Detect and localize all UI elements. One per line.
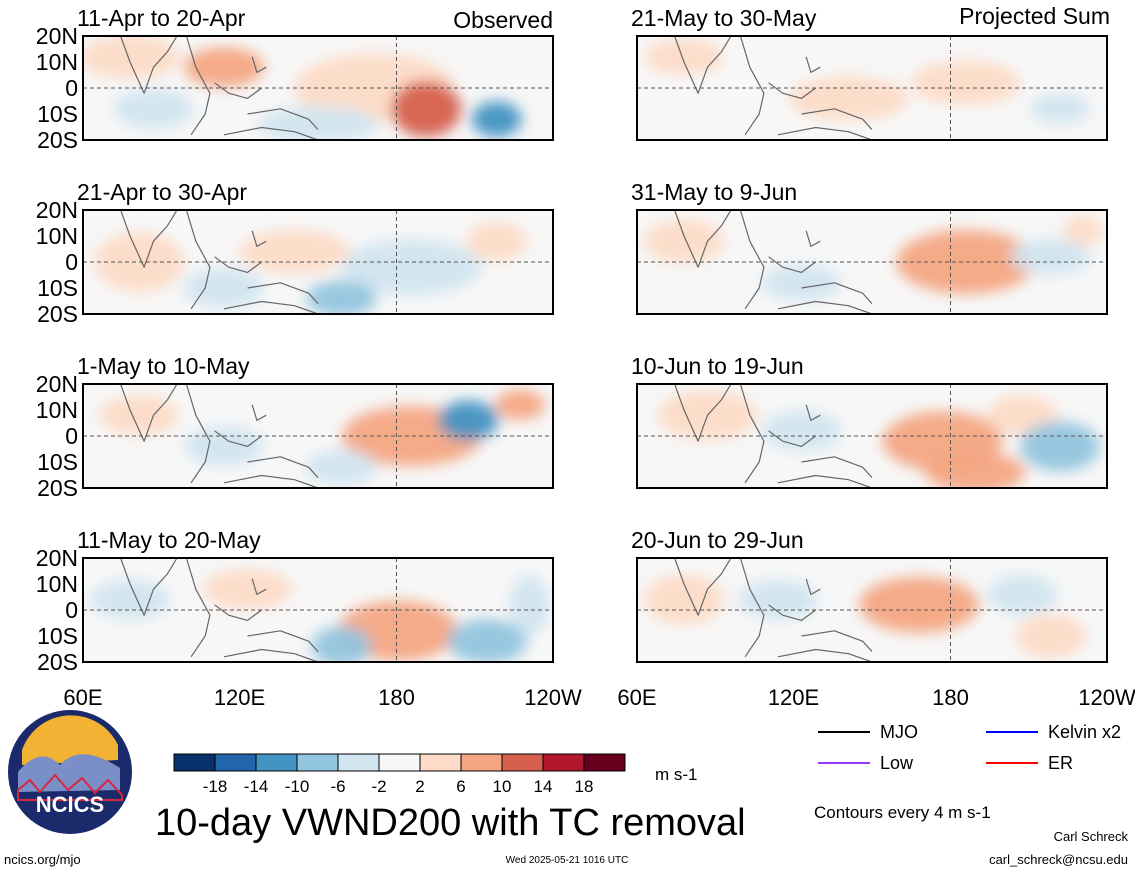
panel-title: 31-May to 9-Jun [631,179,797,205]
colorbar-label: -14 [244,777,269,796]
colorbar-label: 10 [493,777,512,796]
panel-7 [636,383,1108,489]
colorbar-label: 14 [534,777,553,796]
projected-label: Projected Sum [959,3,1110,29]
panel-title: 1-May to 10-May [77,353,250,379]
colorbar-units: m s-1 [655,765,698,784]
colorbar-swatch [419,753,462,772]
ncics-logo: NCICS [8,710,132,834]
colorbar-swatch [542,753,585,772]
legend-label: ER [1048,753,1073,773]
lat-tick-label: 20S [37,301,78,327]
colorbar-label: 18 [575,777,594,796]
panel-title: 10-Jun to 19-Jun [631,353,804,379]
panel-5 [636,35,1108,141]
colorbar-swatch [337,753,380,772]
panel-8 [636,557,1108,663]
lat-tick-label: 20N [36,545,78,571]
colorbar-swatch [255,753,298,772]
lat-tick-label: 10S [37,623,78,649]
colorbar-label: 2 [415,777,424,796]
panel-2 [82,209,554,315]
legend-label: MJO [880,722,918,742]
lat-tick-label: 0 [65,249,78,275]
logo-text: NCICS [36,792,104,817]
lat-tick-label: 20S [37,649,78,675]
footer-author: Carl Schreck [1054,829,1129,844]
footer-timestamp: Wed 2025-05-21 1016 UTC [506,855,629,866]
footer-email: carl_schreck@ncsu.edu [989,852,1128,867]
footer-site: ncics.org/mjo [4,852,81,867]
lon-tick-label: 120E [214,685,265,710]
lat-tick-label: 20S [37,475,78,501]
panel-4 [82,557,554,663]
lon-tick-label: 120W [1078,685,1135,710]
panel-title: 21-Apr to 30-Apr [77,179,247,205]
panel-title: 20-Jun to 29-Jun [631,527,804,553]
lat-tick-label: 0 [65,75,78,101]
figure-title: 10-day VWND200 with TC removal [155,802,746,844]
lon-tick-label: 180 [378,685,415,710]
colorbar-swatch [460,753,503,772]
panel-title: 11-Apr to 20-Apr [77,5,246,31]
lon-tick-label: 60E [63,685,102,710]
observed-label: Observed [453,7,553,33]
lon-tick-label: 120W [524,685,582,710]
lon-tick-label: 120E [768,685,819,710]
colorbar-swatch [501,753,544,772]
lat-tick-label: 10S [37,275,78,301]
colorbar-label: 6 [456,777,465,796]
lat-tick-label: 20N [36,371,78,397]
panel-6 [636,209,1108,315]
lat-tick-label: 10N [36,397,78,423]
panel-title: 21-May to 30-May [631,5,817,31]
colorbar-label: -2 [371,777,386,796]
lat-tick-label: 0 [65,597,78,623]
lat-tick-label: 10S [37,449,78,475]
contour-legend: MJO Kelvin x2 Low ER [818,722,1121,773]
x-axis-left: 60E 120E 180 120W [63,685,582,710]
legend-label: Low [880,753,914,773]
contour-note: Contours every 4 m s-1 [814,803,991,822]
colorbar-swatch [214,753,257,772]
colorbar-label: -6 [330,777,345,796]
colorbar-swatch [173,753,216,772]
lat-tick-label: 10N [36,571,78,597]
lon-tick-label: 60E [617,685,656,710]
lat-tick-label: 10N [36,223,78,249]
lat-tick-label: 20N [36,23,78,49]
lat-tick-label: 10N [36,49,78,75]
x-axis-right: 60E 120E 180 120W [617,685,1135,710]
panel-title: 11-May to 20-May [77,527,261,553]
panel-3 [82,383,554,489]
colorbar-label: -18 [203,777,228,796]
lon-tick-label: 180 [932,685,969,710]
lat-tick-label: 10S [37,101,78,127]
colorbar: -18 -14 -10 -6 -2 2 6 10 14 18 [173,753,626,796]
colorbar-swatch [296,753,339,772]
lat-tick-label: 20N [36,197,78,223]
colorbar-label: -10 [285,777,310,796]
legend-label: Kelvin x2 [1048,722,1121,742]
panel-1 [82,35,554,141]
lat-tick-label: 0 [65,423,78,449]
colorbar-swatch [583,753,626,772]
lat-tick-label: 20S [37,127,78,153]
colorbar-swatch [378,753,421,772]
